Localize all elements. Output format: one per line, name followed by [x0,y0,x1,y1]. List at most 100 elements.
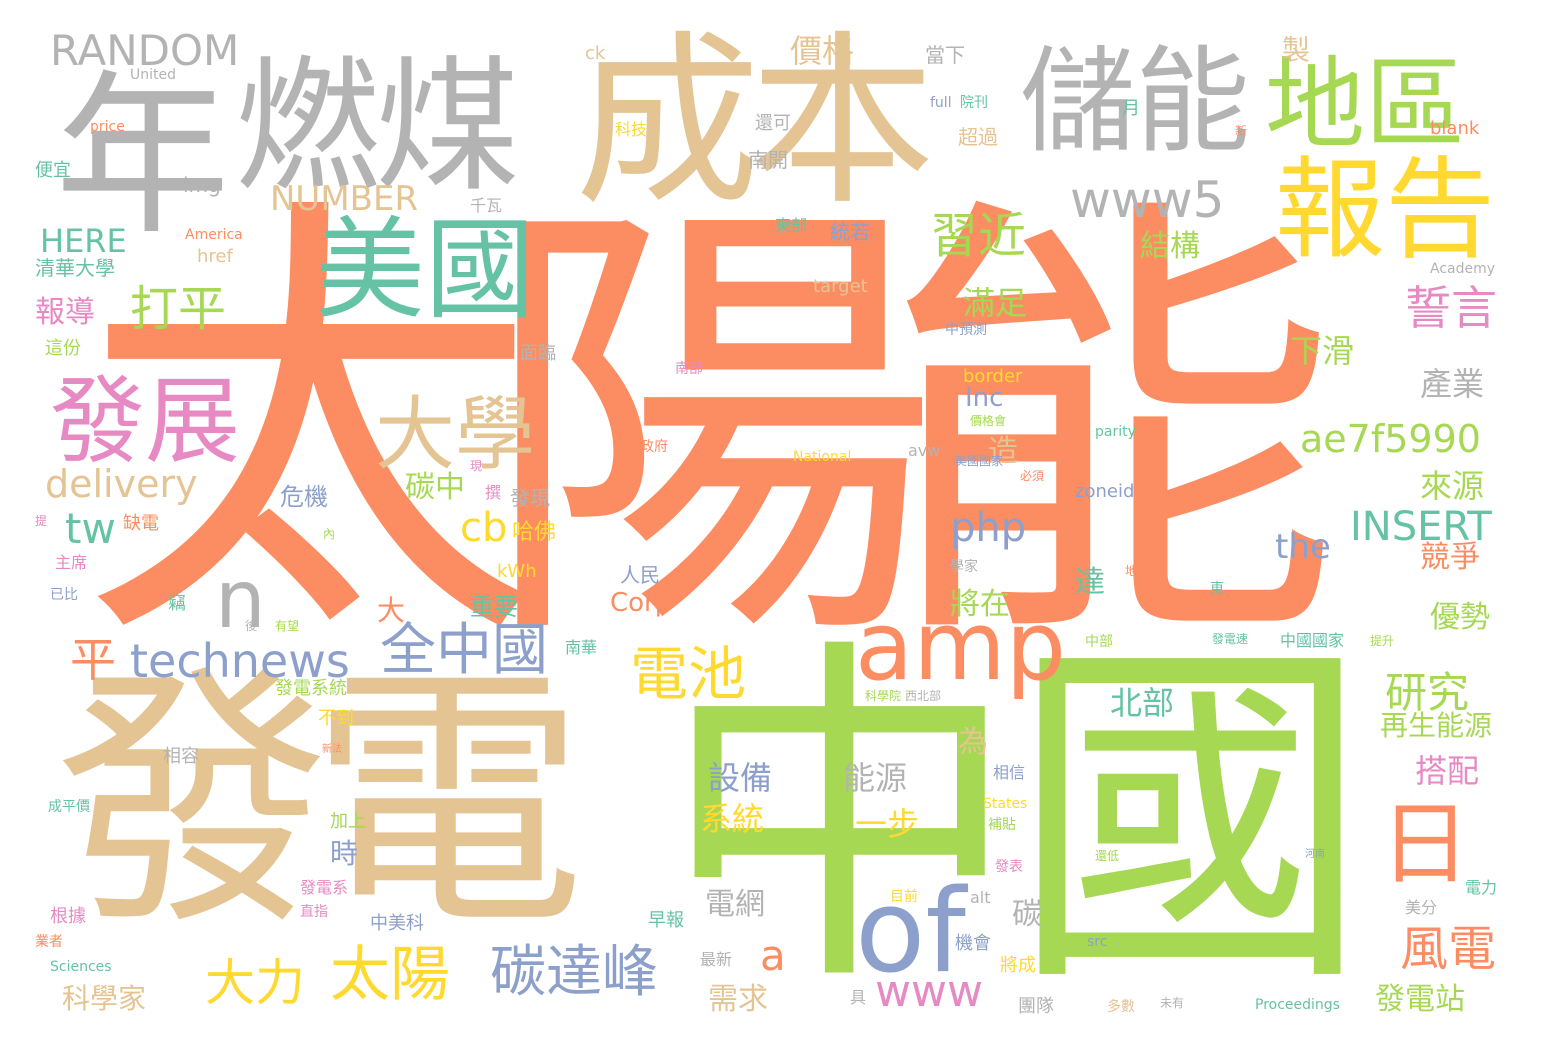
word: 缺電 [123,515,159,533]
word: ae7f5990 [1300,420,1481,458]
word: 東部 [775,218,807,234]
word: 美國國家 [955,455,1003,467]
word: Academy [1430,262,1495,276]
word: the [1275,530,1331,564]
word: 危機 [280,485,328,509]
word: 發現 [510,488,550,508]
word: 達 [1075,568,1105,598]
word: 院刊 [960,96,988,110]
word: 將在 [950,590,1010,620]
word: 中美科 [370,915,424,933]
word: 最新 [700,952,732,968]
word: href [197,248,233,266]
word: 美分 [1405,900,1437,916]
word: 優勢 [1430,603,1490,633]
word: 新法 [322,745,342,755]
word: 碳 [1012,900,1042,930]
word: 大力 [205,958,305,1008]
word: 還可 [755,115,791,133]
word: 平 [70,637,116,683]
word: 報告 [1275,155,1495,265]
word: 業者 [35,935,63,949]
word: 學家 [950,560,978,574]
word: 中國國家 [1280,633,1344,649]
word: 機會 [955,935,991,953]
word: 將成 [1000,957,1036,975]
word: America [185,228,243,242]
word: 政府 [640,440,668,454]
word: 一步 [855,808,919,840]
word: States [983,797,1027,811]
word: 電池 [630,645,746,703]
word: 這份 [45,340,81,358]
word: www5 [1070,175,1225,225]
word: 來源 [1420,470,1484,502]
word: 後 [245,620,257,632]
word: 南部 [675,362,703,376]
word: 科學家 [62,985,146,1013]
word: kWh [497,563,537,581]
word: 日 [1380,800,1470,890]
word: 補貼 [988,818,1016,832]
word: parity [1095,425,1136,439]
word: 產業 [1420,368,1484,400]
word: 滿足 [963,287,1027,319]
word: 習近 [930,212,1026,260]
word: 為 [958,728,988,758]
word: 面臨 [520,345,556,363]
word: 撰 [485,485,501,501]
word: 電網 [705,890,765,920]
word: border [963,368,1022,386]
word: 當下 [925,45,965,65]
word: 大 [377,597,405,625]
word: National [793,450,851,464]
word: 內 [323,528,335,540]
word: 打平 [130,285,226,333]
word: img [183,175,221,195]
word: 美國 [315,215,535,325]
word: 相信 [993,765,1025,781]
word: United [130,68,176,82]
word: 提升 [1370,635,1394,647]
word: 中預測 [945,323,987,337]
word: 電力 [1465,880,1497,896]
word: 河南 [1305,850,1325,860]
word: 相容 [163,748,199,766]
word: 主席 [55,555,87,571]
word: 西北部 [905,690,941,702]
word: 現 [470,460,482,472]
word: php [950,508,1026,548]
word: 提 [35,515,47,527]
word: 團隊 [1018,998,1054,1016]
word: 哈佛 [512,522,556,544]
word: delivery [45,465,198,503]
word: 設備 [708,762,772,794]
word: 目前 [890,890,918,904]
word: NUMBER [270,182,418,216]
word: 便宜 [35,162,71,180]
word: 不到 [318,710,354,728]
word: 研究 [1385,672,1469,714]
word: www [875,970,983,1014]
word: Proceedings [1255,998,1340,1012]
word: full [930,96,952,110]
word: 成平價 [48,800,90,814]
word: n [215,560,266,640]
word: 下滑 [1290,335,1354,367]
word: 再生能源 [1380,712,1492,740]
word: 誓言 [1405,285,1497,331]
word: 年 [55,70,230,245]
word: 地區 [1265,55,1465,155]
word: 發展 [50,375,240,470]
word: 清華大學 [35,258,115,278]
word: 製 [1280,35,1308,63]
word: 具 [850,990,866,1006]
word: 發電速 [1212,633,1248,645]
word: 早報 [648,912,684,930]
word: target [813,278,868,296]
word: 全中國 [380,623,548,679]
word: 發電系統 [275,680,347,698]
word: alt [970,890,991,906]
word: price [90,120,125,134]
word: 超過 [958,127,998,147]
